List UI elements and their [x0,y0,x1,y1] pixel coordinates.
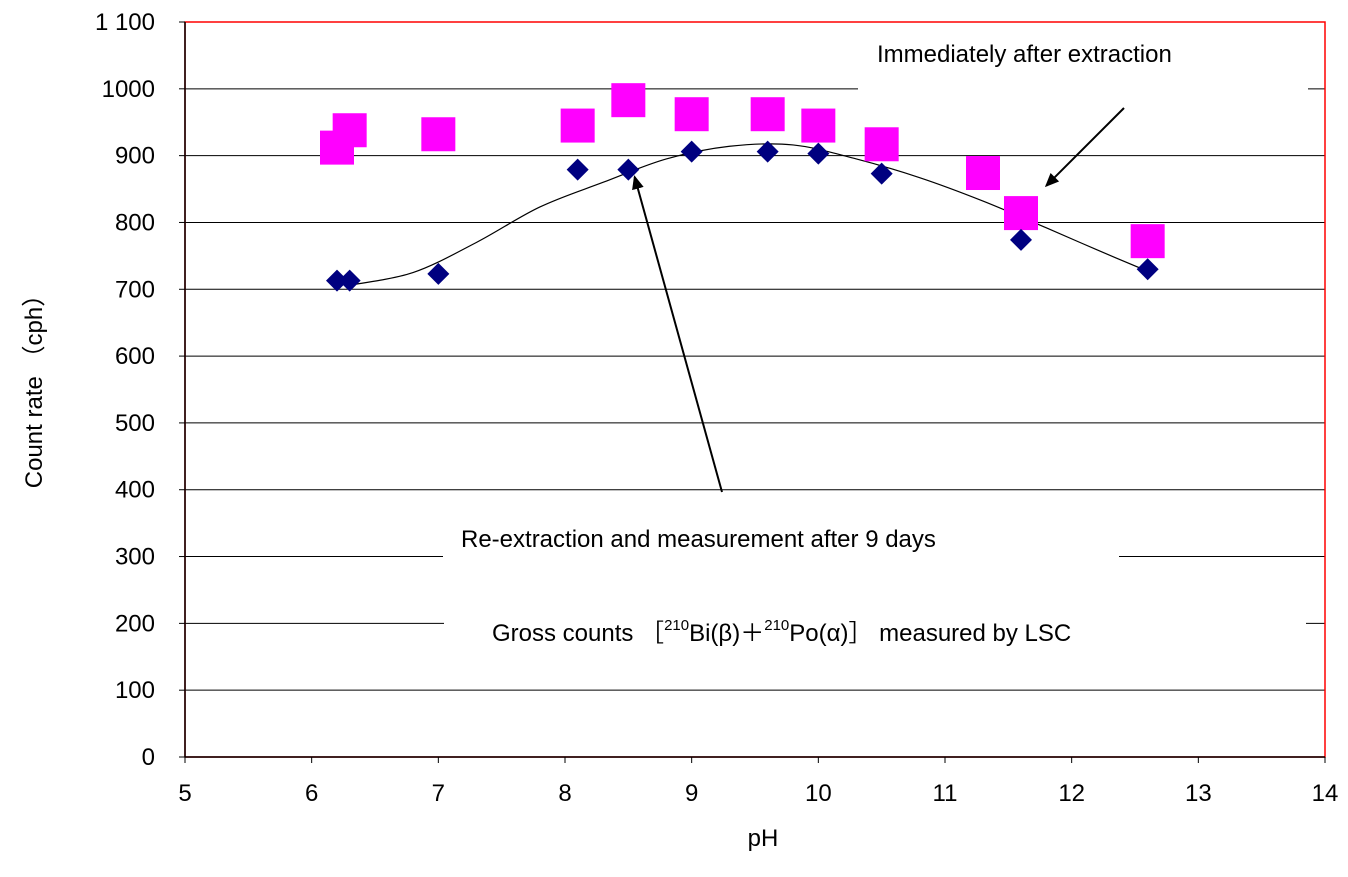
immediate-point-11 [1130,224,1165,259]
data-marks [320,83,1165,292]
y-tick-label-800: 800 [115,209,155,236]
immediate-point-1 [332,113,367,148]
reextraction-point-7 [807,142,830,165]
y-tick-label-1000: 1000 [102,76,155,103]
arrow-reextraction [632,175,723,493]
reextraction-point-1 [338,269,361,292]
gross-bi: Bi(β)＋ [689,620,764,647]
y-axis-title: Count rate （cph） [21,283,48,488]
y-tick-label-200: 200 [115,610,155,637]
reextraction-point-3 [566,158,589,181]
reextraction-point-0 [326,269,348,292]
immediate-point-10 [1004,196,1038,231]
gross-sup-210-bi: 210 [664,617,689,634]
y-tick-label-400: 400 [115,477,155,504]
gross-prefix: Gross counts ［ [492,620,664,647]
x-tick-label-8: 8 [558,780,571,807]
reextraction-point-6 [756,140,779,163]
y-tick-label-900: 900 [115,143,155,170]
annotation-backdrop-reextraction [443,518,1119,564]
gridlines [185,88,1325,691]
x-tick-label-12: 12 [1058,780,1085,807]
immediate-point-7 [801,108,836,143]
reextraction-point-5 [680,140,703,163]
reextraction-point-10 [1136,258,1159,281]
immediate-point-2 [421,117,456,152]
arrow-immediate [1044,107,1125,188]
immediate-point-3 [560,108,595,143]
x-tick-label-7: 7 [432,780,445,807]
y-tick-label-500: 500 [115,410,155,437]
x-tick-label-13: 13 [1185,780,1212,807]
immediate-point-5 [674,97,709,132]
reextraction-point-2 [427,262,450,285]
annotation-backdrop-immediate [858,30,1308,106]
x-tick-label-10: 10 [805,780,832,807]
x-axis-ticks: 5 6 7 8 9 10 11 12 13 14 [178,756,1339,807]
annotation-backdrop-gross [444,604,1306,654]
immediate-point-9 [966,156,1000,191]
annotation-gross-counts: Gross counts ［210Bi(β)＋210Po(α)］ measure… [492,617,1071,647]
x-tick-label-9: 9 [685,780,698,807]
reextraction-point-8 [870,162,893,185]
y-tick-label-1100: 1 100 [95,9,155,36]
reextraction-point-4 [617,158,640,181]
immediate-point-8 [864,127,899,162]
x-tick-label-6: 6 [305,780,318,807]
y-tick-label-300: 300 [115,544,155,571]
y-tick-label-100: 100 [115,677,155,704]
gross-po-suffix: Po(α)］ measured by LSC [789,620,1071,647]
immediate-point-6 [750,97,785,132]
x-tick-label-5: 5 [178,780,191,807]
x-tick-label-14: 14 [1312,780,1339,807]
y-tick-label-600: 600 [115,343,155,370]
x-tick-label-11: 11 [933,780,958,807]
annotation-reextraction: Re-extraction and measurement after 9 da… [461,526,936,553]
annotation-immediate: Immediately after extraction [877,41,1172,68]
gross-sup-210-po: 210 [764,617,789,634]
y-tick-label-700: 700 [115,276,155,303]
reextraction-point-9 [1010,228,1032,251]
x-axis-title: pH [748,825,779,852]
immediate-point-4 [611,83,646,118]
annotations: Immediately after extraction Re-extracti… [443,30,1308,654]
y-tick-label-0: 0 [142,744,155,771]
y-axis-ticks: 0 100 200 300 400 500 600 700 800 900 1000 1 100 [95,9,186,771]
